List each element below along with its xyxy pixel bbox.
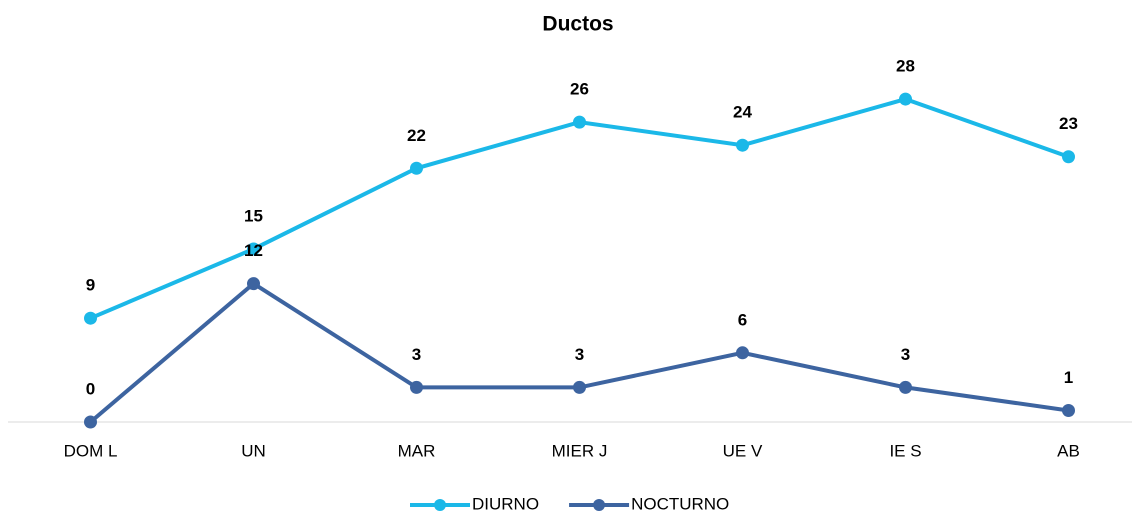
point <box>84 415 97 429</box>
legend-marker <box>434 499 446 511</box>
value-label: 3 <box>901 345 910 364</box>
point <box>573 380 586 394</box>
point <box>736 138 749 152</box>
value-label: 0 <box>86 379 95 398</box>
x-tick-label: UN <box>241 441 266 460</box>
value-label: 24 <box>733 103 752 122</box>
point <box>1062 150 1075 164</box>
value-label: 22 <box>407 126 426 145</box>
value-label: 9 <box>86 276 95 295</box>
value-label: 23 <box>1059 114 1078 133</box>
point <box>573 115 586 129</box>
x-tick-label: MIER J <box>552 441 608 460</box>
value-label: 12 <box>244 241 263 260</box>
point <box>899 92 912 106</box>
value-label: 3 <box>412 345 421 364</box>
value-label: 26 <box>570 80 589 99</box>
value-label: 28 <box>896 57 915 76</box>
legend-marker <box>593 499 606 511</box>
x-tick-label: UE V <box>723 441 763 460</box>
series-line <box>89 96 1070 321</box>
legend-label: DIURNO <box>472 494 539 513</box>
point <box>899 380 912 394</box>
legend-label: NOCTURNO <box>631 494 729 513</box>
point <box>410 380 423 394</box>
x-tick-label: IE S <box>889 441 921 460</box>
x-tick-label: AB <box>1057 441 1080 460</box>
point <box>410 161 423 175</box>
point <box>736 346 749 360</box>
x-tick-label: MAR <box>398 441 436 460</box>
chart-title: Ductos <box>542 13 613 36</box>
point <box>84 311 97 325</box>
point <box>247 277 260 291</box>
point <box>247 242 260 256</box>
value-label: 3 <box>575 345 584 364</box>
value-label: 6 <box>738 310 747 329</box>
x-tick-label: DOM L <box>64 441 118 460</box>
point <box>1062 403 1075 417</box>
value-label: 1 <box>1064 368 1073 387</box>
value-label: 15 <box>244 206 263 225</box>
